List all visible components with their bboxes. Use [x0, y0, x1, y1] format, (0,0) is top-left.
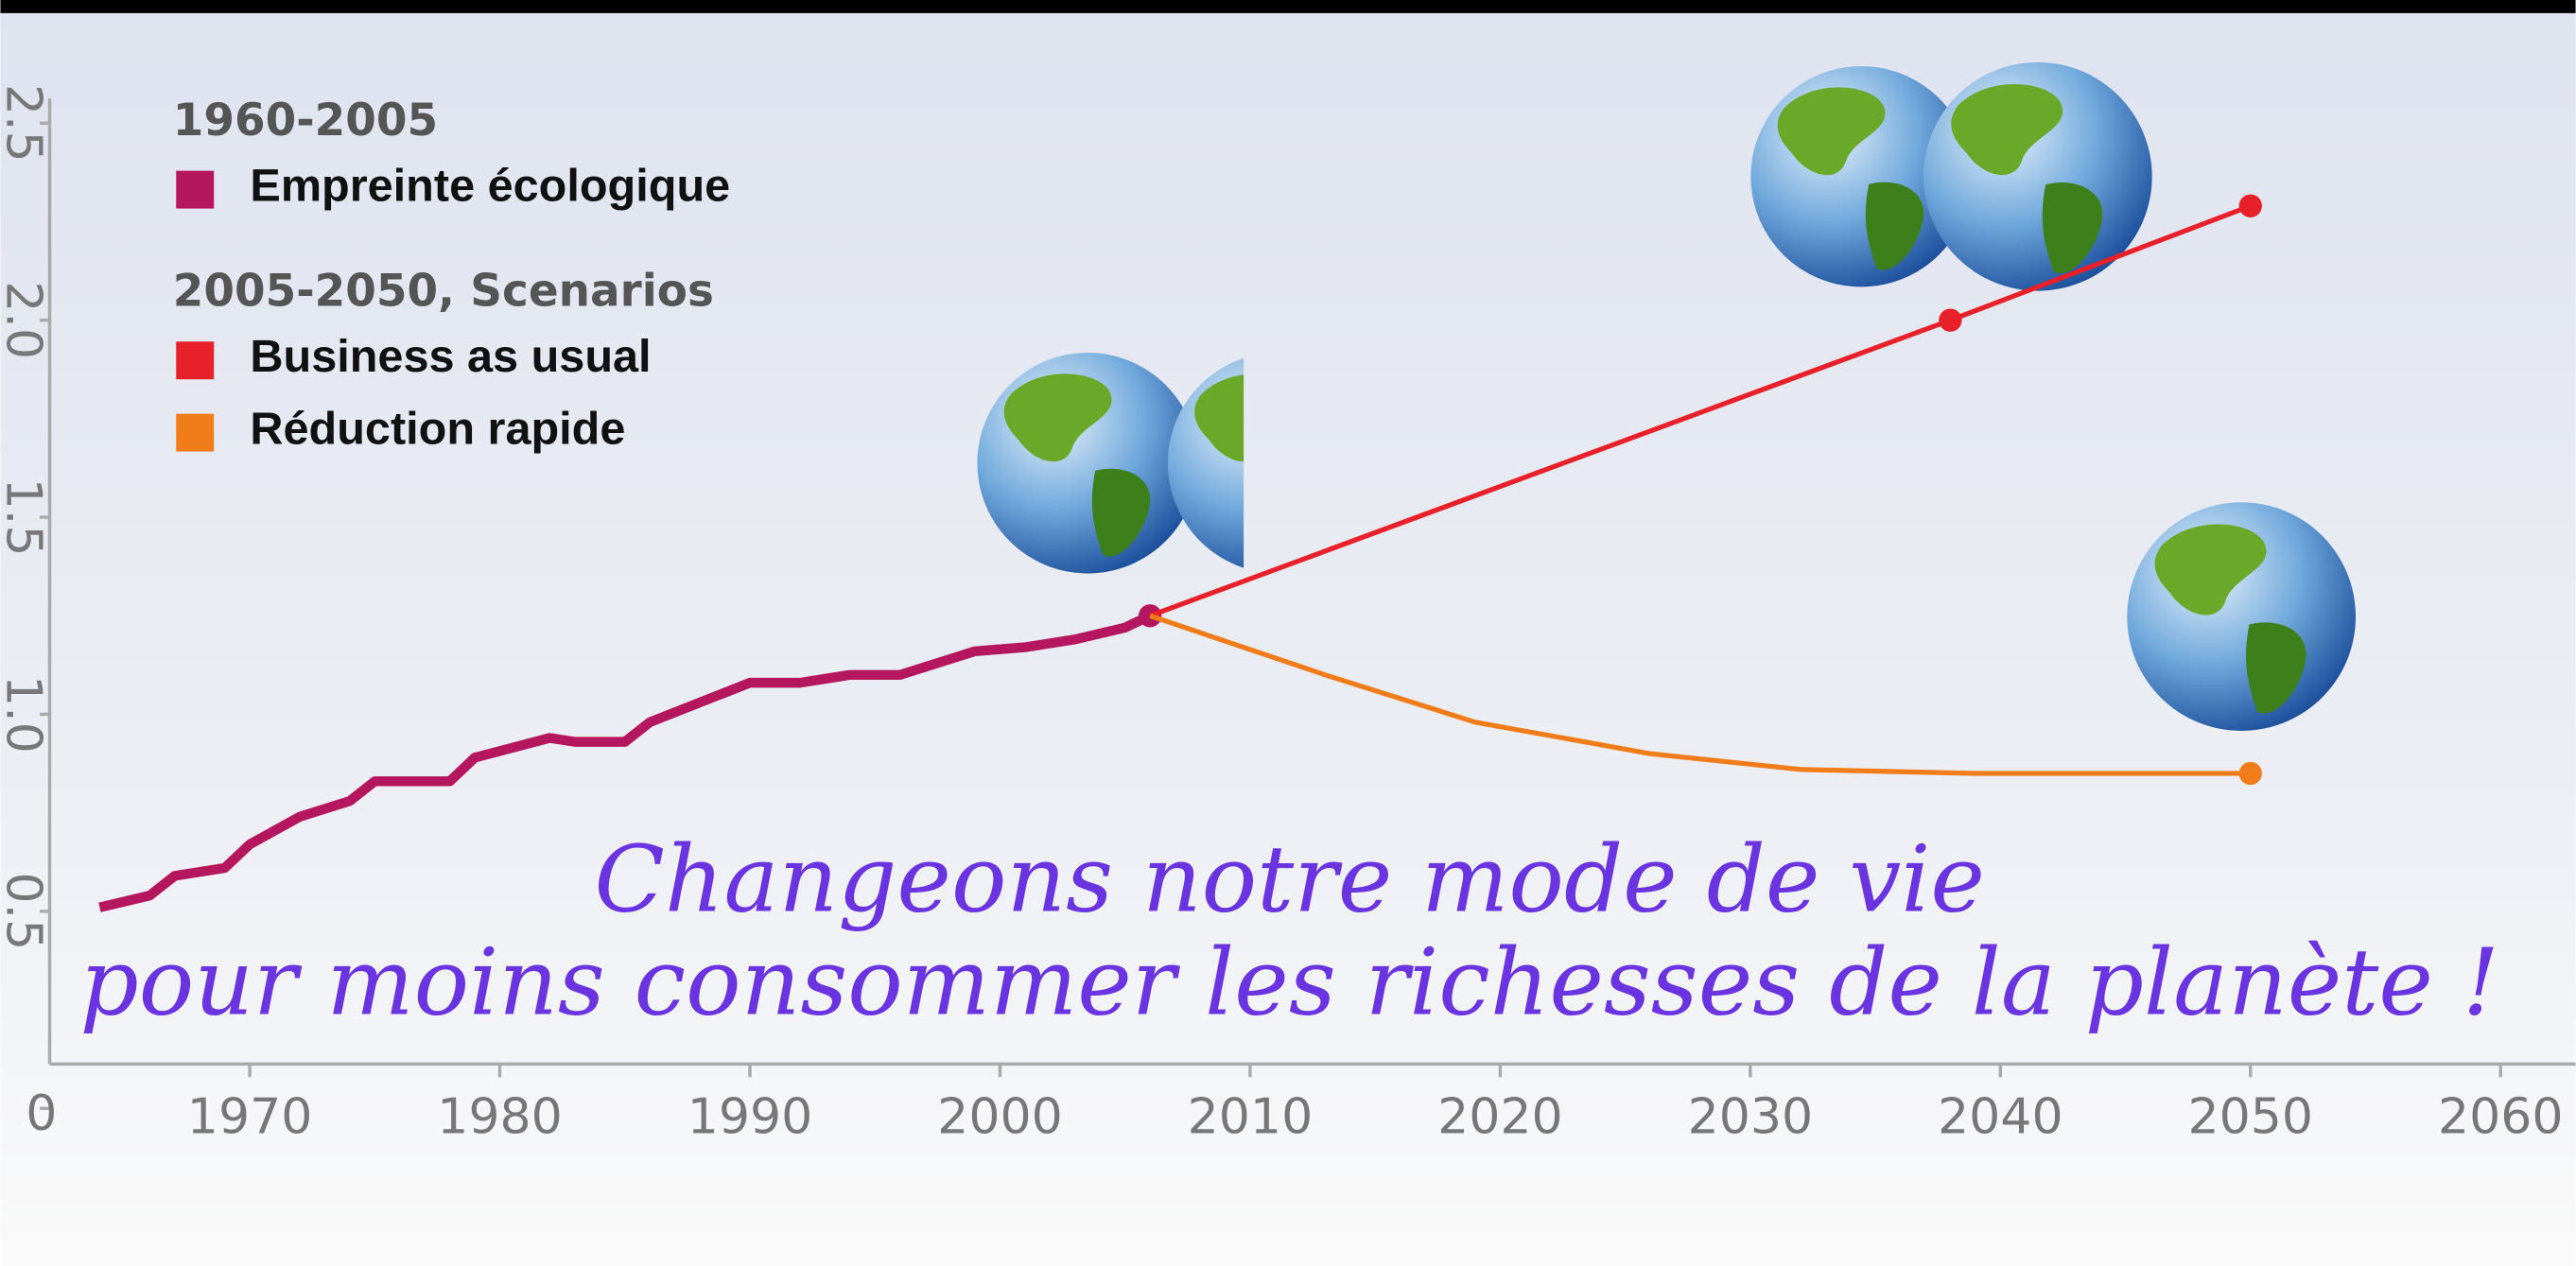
y-tick-label: 0.5	[0, 872, 51, 950]
point	[1939, 309, 1961, 332]
y-tick-label: 0	[26, 1085, 57, 1142]
y-tick-label: 2.0	[0, 281, 51, 359]
annotation: Changeons notre mode de vie	[594, 825, 1984, 932]
annotation: pour moins consommer les richesses de la…	[80, 929, 2499, 1036]
legend-label: Réduction rapide	[250, 404, 625, 455]
x-tick-label: 2000	[937, 1088, 1063, 1145]
top-bar	[0, 0, 2575, 13]
x-tick-label: 1990	[688, 1088, 813, 1145]
y-tick-label: 1.0	[0, 675, 51, 754]
legend-group-title: 1960-2005	[173, 95, 438, 147]
y-tick-label: 1.5	[0, 478, 51, 557]
y-tick-label: 2.5	[0, 84, 51, 163]
legend-label: Empreinte écologique	[250, 161, 730, 212]
globe-icon	[977, 353, 1197, 573]
globe-icon	[2127, 502, 2356, 731]
x-tick-label: 2050	[2187, 1088, 2313, 1145]
point	[2239, 762, 2262, 785]
x-tick-label: 1970	[187, 1088, 313, 1145]
x-tick-label: 2010	[1188, 1088, 1314, 1145]
x-tick-label: 1980	[437, 1088, 563, 1145]
legend-swatch	[176, 171, 214, 209]
legend-group-title: 2005-2050, Scenarios	[173, 265, 714, 317]
legend-swatch	[176, 341, 214, 379]
point	[2239, 195, 2262, 217]
x-tick-label: 2030	[1688, 1088, 1814, 1145]
legend-label: Business as usual	[250, 331, 651, 382]
x-tick-label: 2040	[1938, 1088, 2063, 1145]
x-tick-label: 2020	[1437, 1088, 1563, 1145]
chart: 1960-2005 2005-2050, Scenarios Changeons…	[0, 0, 2576, 1266]
legend-swatch	[176, 414, 214, 452]
x-tick-label: 2060	[2438, 1088, 2564, 1145]
